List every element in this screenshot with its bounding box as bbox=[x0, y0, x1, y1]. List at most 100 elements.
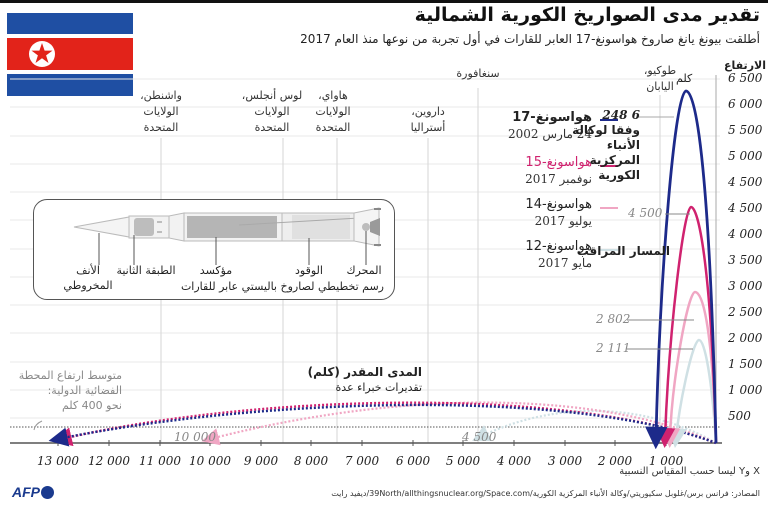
city-label-darwin: داروين، أستراليا bbox=[411, 104, 446, 136]
kcna-text: وفقا لوكالة bbox=[572, 123, 640, 137]
y-axis-title: الارتفاع bbox=[724, 59, 766, 72]
y-tick: 500 bbox=[728, 409, 751, 423]
range-arc-hs12 bbox=[472, 409, 717, 444]
page-subtitle: أطلقت بيونغ يانغ صاروخ هواسونغ-17 العابر… bbox=[300, 32, 760, 46]
city-line: المتحدة bbox=[254, 121, 290, 134]
trajectory-hs17 bbox=[645, 89, 718, 450]
legend-date: 24 مارس 2002 bbox=[508, 127, 592, 141]
rocket-caption: رسم تخطيطي لصاروخ باليستي عابر للقارات bbox=[180, 280, 384, 293]
x-tick: 8 000 bbox=[293, 454, 329, 468]
legend-name: هواسونغ-12 bbox=[525, 239, 592, 254]
peak-label-hs15: 4 500 bbox=[628, 206, 663, 220]
y-tick: 4 500 bbox=[728, 201, 763, 215]
afp-logo-text: AFP bbox=[12, 484, 40, 500]
y-tick: 3 500 bbox=[728, 253, 763, 267]
y-tick: 6 500 bbox=[728, 71, 763, 85]
city-label-hawaii: هاواي، الولايات المتحدة bbox=[315, 88, 350, 136]
city-line: واشنطن، bbox=[140, 89, 182, 102]
y-tick: 1 500 bbox=[728, 357, 763, 371]
legend-swatch-hs14 bbox=[600, 207, 618, 209]
kcna-text: الكورية bbox=[598, 168, 640, 182]
city-line: الولايات bbox=[315, 105, 351, 118]
city-line: اليابان bbox=[646, 80, 674, 93]
city-label-washington: واشنطن، الولايات المتحدة bbox=[140, 88, 182, 136]
city-lines bbox=[160, 88, 661, 443]
city-line: سنغافورة bbox=[456, 67, 500, 80]
legend-swatch-hs15 bbox=[600, 165, 618, 167]
y-tick: 5 000 bbox=[728, 149, 763, 163]
x-tick: 3 000 bbox=[547, 454, 583, 468]
x-tick: 4 000 bbox=[496, 454, 532, 468]
y-axis-unit: كلم bbox=[676, 72, 693, 85]
x-tick: 9 000 bbox=[243, 454, 279, 468]
top-bar bbox=[0, 0, 768, 3]
part-label-engine: المحرك bbox=[346, 264, 382, 277]
x-tick: 2 000 bbox=[597, 454, 633, 468]
part-label-fuel: الوقود bbox=[295, 264, 323, 277]
city-line: داروين، bbox=[411, 105, 445, 118]
kcna-text: الأنباء bbox=[606, 138, 640, 152]
iss-text: نحو 400 كلم bbox=[61, 399, 122, 412]
legend-swatch-hs12 bbox=[600, 249, 618, 251]
legend-date: مايو 2017 bbox=[538, 256, 592, 270]
range-arc-hs17 bbox=[48, 403, 717, 447]
legend-date: نوفمبر 2017 bbox=[525, 172, 592, 186]
trajectory-hs12 bbox=[667, 338, 718, 448]
y-tick: 2 000 bbox=[728, 331, 763, 345]
part-label-second-stage: الطبقة الثانية bbox=[116, 264, 176, 277]
part-text: المخروطي bbox=[63, 279, 113, 292]
iss-annotation: متوسط ارتفاع المحطة الفضائية الدولية: نح… bbox=[19, 368, 122, 413]
range-annotation: المدى المقدر (كلم) تقديرات خبراء عدة bbox=[308, 364, 422, 395]
city-label-singapore: سنغافورة bbox=[456, 66, 499, 82]
legend-item-hs17: هواسونغ-17 24 مارس 2002 bbox=[508, 110, 592, 142]
scale-note: X وY ليسا حسب المقياس النسبية bbox=[619, 466, 760, 477]
trajectory-hs14 bbox=[660, 290, 718, 448]
sources: المصادر: فرانس برس/غلوبل سكيوريتي/وكالة … bbox=[331, 489, 760, 498]
city-label-tokyo: طوكيو، اليابان bbox=[644, 63, 676, 95]
afp-logo: AFP bbox=[12, 484, 54, 500]
legend-item-hs14: هواسونغ-14 يوليو 2017 bbox=[525, 197, 592, 229]
x-tick: 11 000 bbox=[139, 454, 181, 468]
iss-text: متوسط ارتفاع المحطة bbox=[18, 369, 122, 382]
city-line: المتحدة bbox=[315, 121, 351, 134]
rocket-diagram: الأنف المخروطي الطبقة الثانية مؤكسد الوق… bbox=[33, 199, 395, 300]
afp-dot-icon bbox=[41, 486, 54, 499]
x-tick: 7 000 bbox=[344, 454, 380, 468]
legend-item-hs12: هواسونغ-12 مايو 2017 bbox=[525, 239, 592, 271]
legend-name: هواسونغ-14 bbox=[525, 197, 592, 212]
page-title: تقدير مدى الصواريخ الكورية الشمالية bbox=[414, 4, 760, 26]
city-line: المتحدة bbox=[143, 121, 179, 134]
range-label-hs14: 10 000 bbox=[174, 430, 216, 444]
y-tick: 4 500 bbox=[728, 175, 763, 189]
observed-path-label: المسار المراقب bbox=[576, 244, 670, 258]
x-tick: 10 000 bbox=[189, 454, 231, 468]
y-tick: 6 000 bbox=[728, 97, 763, 111]
city-label-los-angeles: لوس أنجلس، الولايات المتحدة bbox=[242, 88, 302, 136]
range-label-hs12: 4 500 bbox=[462, 430, 497, 444]
part-label-oxidizer: مؤكسد bbox=[199, 264, 233, 277]
part-label-nose-cone: الأنف المخروطي bbox=[63, 263, 112, 293]
icbm-rocket-icon bbox=[73, 207, 381, 265]
legend-name: هواسونغ-17 bbox=[512, 110, 592, 125]
kcna-annotation: 6 248 وفقا لوكالة الأنباء المركزية الكور… bbox=[572, 108, 640, 183]
range-subtitle: تقديرات خبراء عدة bbox=[335, 381, 422, 394]
trajectory-hs15 bbox=[655, 205, 718, 448]
legend-item-hs15: هواسونغ-15 نوفمبر 2017 bbox=[525, 155, 592, 187]
y-tick: 3 000 bbox=[728, 279, 763, 293]
city-line: الولايات bbox=[143, 105, 179, 118]
legend-date: يوليو 2017 bbox=[534, 214, 592, 228]
legend-swatch-hs17 bbox=[600, 119, 618, 121]
y-tick: 5 500 bbox=[728, 123, 763, 137]
peak-label-hs14: 2 802 bbox=[596, 312, 631, 326]
city-line: لوس أنجلس، bbox=[241, 89, 303, 102]
x-tick: 5 000 bbox=[445, 454, 481, 468]
y-tick: 4 000 bbox=[728, 227, 763, 241]
iss-text: الفضائية الدولية: bbox=[47, 384, 122, 397]
city-line: أستراليا bbox=[410, 121, 446, 134]
kcna-value: 6 248 bbox=[602, 108, 640, 122]
city-line: هاواي، bbox=[318, 89, 348, 102]
x-tick: 13 000 bbox=[37, 454, 79, 468]
y-tick: 2 500 bbox=[728, 305, 763, 319]
legend-name: هواسونغ-15 bbox=[525, 155, 592, 170]
city-line: طوكيو، bbox=[643, 64, 677, 77]
